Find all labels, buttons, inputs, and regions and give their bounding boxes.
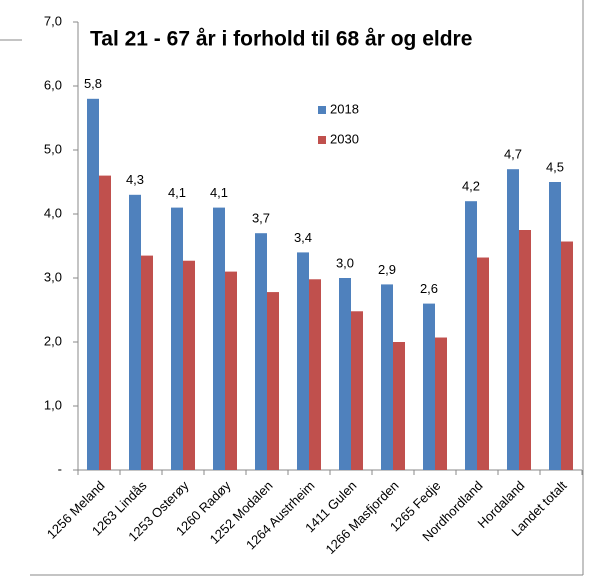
bar — [507, 169, 519, 470]
bar — [351, 311, 363, 470]
bar — [549, 182, 561, 470]
chart-title: Tal 21 - 67 år i forhold til 68 år og el… — [90, 28, 472, 51]
bar — [465, 201, 477, 470]
bar — [87, 98, 99, 471]
legend-label: 2018 — [330, 101, 359, 116]
data-label: 4,1 — [168, 185, 186, 200]
bar — [477, 257, 489, 470]
data-label: 4,3 — [126, 172, 144, 187]
bar — [267, 292, 279, 470]
data-label: 4,5 — [546, 159, 564, 174]
data-label: 5,8 — [84, 76, 102, 91]
bar — [297, 252, 309, 470]
legend-swatch — [318, 136, 326, 144]
data-label: 3,4 — [294, 230, 312, 245]
bar — [339, 278, 351, 470]
data-label: 2,6 — [420, 281, 438, 296]
y-tick-label: 2,0 — [44, 333, 62, 348]
data-label: 2,9 — [378, 262, 396, 277]
bar — [435, 337, 447, 470]
y-tick-label: 1,0 — [44, 397, 62, 412]
bar — [393, 342, 405, 470]
bar — [309, 279, 321, 470]
data-label: 4,1 — [210, 185, 228, 200]
bar — [381, 284, 393, 470]
bar — [213, 207, 225, 470]
data-label: 4,2 — [462, 179, 480, 194]
data-label: 3,0 — [336, 255, 354, 270]
legend-label: 2030 — [330, 131, 359, 146]
bar — [171, 207, 183, 470]
bar — [423, 303, 435, 470]
y-tick-label: 5,0 — [44, 141, 62, 156]
bar — [225, 271, 237, 470]
y-tick-label: 7,0 — [44, 13, 62, 28]
data-label: 3,7 — [252, 211, 270, 226]
bar — [129, 194, 141, 471]
bar — [519, 230, 531, 470]
y-tick-label: 3,0 — [44, 269, 62, 284]
bar — [183, 260, 195, 470]
bar — [561, 241, 573, 470]
y-tick-label: 6,0 — [44, 77, 62, 92]
bar — [99, 175, 111, 470]
bar — [141, 255, 153, 470]
y-tick-label: 4,0 — [44, 205, 62, 220]
bar — [255, 233, 267, 470]
legend-swatch — [318, 106, 326, 114]
y-tick-label: - — [58, 461, 62, 476]
data-label: 4,7 — [504, 147, 522, 162]
